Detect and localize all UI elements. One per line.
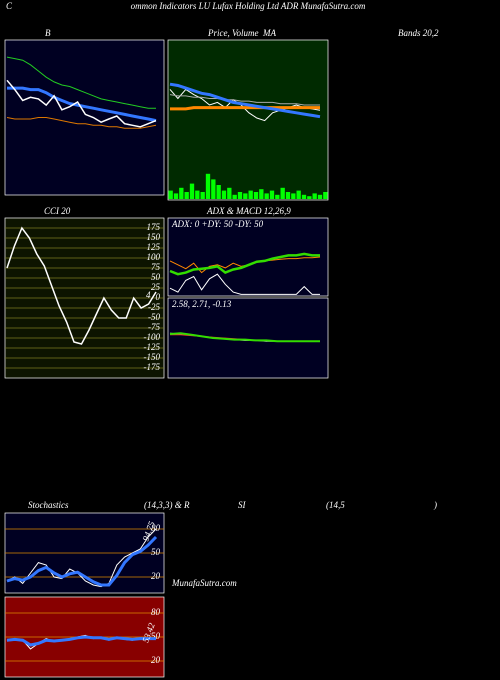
series-line [170, 106, 320, 111]
y-tick-label: 150 [147, 232, 161, 242]
volume-bar [243, 193, 248, 199]
value-label: 4 [146, 290, 151, 300]
label: ADX & MACD 12,26,9 [206, 206, 291, 216]
volume-bar [323, 192, 328, 199]
y-tick-label: 50 [151, 547, 161, 557]
volume-bar [189, 183, 195, 199]
series-line [6, 635, 156, 647]
volume-bar [227, 187, 232, 199]
label: (14,5 [326, 500, 345, 510]
y-tick-label: -150 [144, 352, 161, 362]
label: CCI 20 [44, 206, 71, 216]
volume-bar [259, 189, 264, 199]
series-line [6, 226, 157, 345]
panel-text: 2.58, 2.71, -0.13 [172, 299, 232, 309]
volume-bar [264, 193, 269, 199]
y-tick-label: 100 [147, 252, 161, 262]
series-line [169, 252, 320, 276]
volume-bar [216, 185, 221, 199]
y-tick-label: 75 [151, 262, 161, 272]
volume-bar [301, 194, 307, 199]
volume-bar [248, 190, 253, 199]
panel [167, 297, 329, 379]
y-tick-label: 20 [151, 571, 161, 581]
y-tick-label: 80 [151, 523, 161, 533]
label: Price, [207, 28, 230, 38]
volume-bar [280, 187, 285, 199]
label: Volume [232, 28, 259, 38]
volume-bar [168, 190, 173, 199]
y-tick-label: 50 [151, 272, 161, 282]
series-line [6, 528, 157, 588]
label: MA [262, 28, 276, 38]
panel-text: ADX: 0 +DY: 50 -DY: 50 [171, 219, 264, 229]
volume-bar [173, 193, 179, 199]
volume-bar [312, 193, 317, 199]
watermark: MunafaSutra.com [171, 578, 237, 588]
volume-bar [179, 187, 184, 199]
volume-bar [317, 194, 323, 199]
label: Stochastics [28, 500, 69, 510]
panel [167, 39, 329, 201]
volume-bar [237, 192, 243, 199]
y-tick-label: 175 [147, 222, 161, 232]
volume-bar [296, 190, 301, 199]
volume-bar [285, 192, 291, 199]
volume-bar [269, 190, 275, 199]
series-line [7, 86, 157, 123]
series-line [6, 535, 158, 587]
volume-bar [232, 194, 237, 199]
volume-bar [291, 193, 296, 199]
header-initial: C [6, 1, 13, 11]
label: SI [238, 500, 247, 510]
series-line [6, 56, 156, 109]
y-tick-label: 125 [147, 242, 161, 252]
label: ) [433, 500, 437, 510]
volume-bar [200, 192, 205, 199]
series-line [169, 332, 320, 343]
header-title: ommon Indicators LU Lufax Holding Ltd AD… [131, 1, 366, 11]
series-line [6, 117, 157, 129]
volume-bar [275, 194, 280, 199]
y-tick-label: -100 [144, 332, 161, 342]
y-tick-label: 80 [151, 607, 161, 617]
label: B [45, 28, 51, 38]
label: (14,3,3) & R [144, 500, 190, 510]
volume-bar [195, 190, 200, 199]
y-tick-label: -75 [148, 322, 160, 332]
volume-bar [205, 173, 211, 199]
y-tick-label: 20 [151, 655, 161, 665]
series-line [6, 79, 157, 128]
y-tick-label: 0 [156, 292, 161, 302]
y-tick-label: -50 [148, 312, 160, 322]
volume-bar [307, 196, 312, 199]
series-line [169, 82, 321, 119]
y-tick-label: -125 [144, 342, 161, 352]
volume-bar [211, 179, 216, 199]
label: Bands 20,2 [398, 28, 439, 38]
y-tick-label: -175 [144, 362, 161, 372]
series-line [169, 94, 320, 106]
y-tick-label: 50 [151, 631, 161, 641]
y-tick-label: -25 [148, 302, 160, 312]
series-line [169, 273, 320, 295]
y-tick-label: 25 [151, 282, 161, 292]
volume-bar [221, 190, 227, 199]
volume-bar [253, 192, 259, 199]
volume-bar [184, 192, 189, 199]
panel [167, 217, 329, 297]
